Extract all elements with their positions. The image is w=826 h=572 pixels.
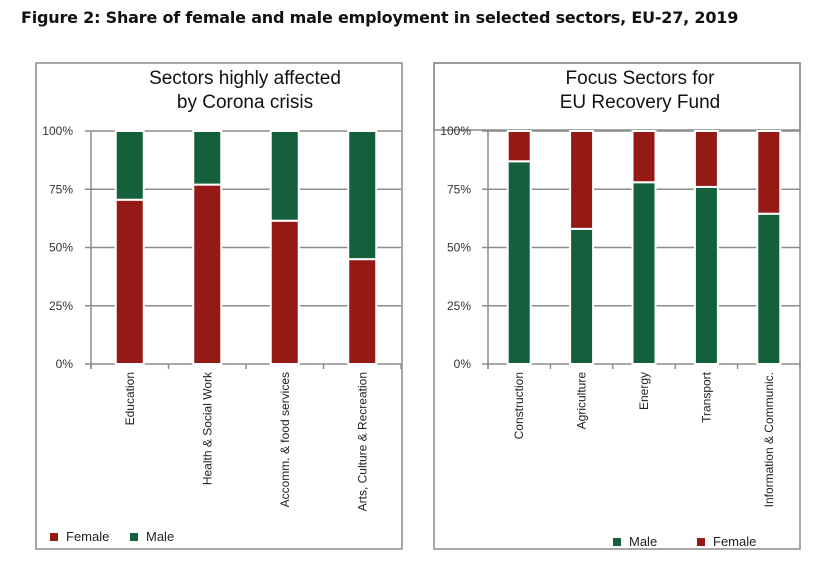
bar-female: [569, 130, 595, 230]
y-tick-label: 100%: [440, 124, 471, 138]
x-category-label: Construction: [512, 372, 526, 439]
bar-male: [347, 130, 378, 261]
legend-label-female: Female: [713, 534, 756, 549]
bar-female: [756, 130, 782, 215]
x-category-label: Energy: [637, 372, 651, 410]
chart-title-box: [433, 62, 801, 131]
legend-label-male: Male: [629, 534, 657, 549]
y-tick-label: 25%: [49, 299, 73, 313]
bar-male: [114, 130, 145, 201]
y-tick-label: 50%: [49, 241, 73, 255]
x-category-label: Accomm. & food services: [278, 372, 292, 507]
chart-title-line: Sectors highly affected: [149, 68, 341, 89]
y-tick-label: 100%: [42, 124, 73, 138]
bar-female: [347, 258, 378, 365]
x-category-label: Information & Communic.: [762, 372, 776, 507]
x-category-label: Arts, Culture & Recreation: [355, 372, 369, 511]
bar-female: [192, 183, 223, 365]
x-category-label: Agriculture: [575, 372, 589, 430]
y-tick-label: 25%: [447, 299, 471, 313]
bar-female: [631, 130, 657, 184]
chart-title-line: by Corona crisis: [177, 92, 313, 113]
bar-male: [631, 181, 657, 365]
legend-swatch-female: [50, 533, 58, 541]
legend-swatch-female: [697, 538, 705, 546]
x-category-label: Transport: [699, 371, 713, 423]
y-tick-label: 75%: [447, 182, 471, 196]
chart-title-line: Focus Sectors for: [566, 68, 716, 89]
legend-label-female: Female: [66, 529, 109, 544]
bar-male: [269, 130, 300, 222]
bar-female: [506, 130, 532, 163]
figure-title: Figure 2: Share of female and male emplo…: [21, 8, 739, 27]
chart-title-line: EU Recovery Fund: [560, 92, 721, 113]
y-tick-label: 50%: [447, 241, 471, 255]
y-tick-label: 75%: [49, 182, 73, 196]
y-tick-label: 0%: [56, 357, 74, 371]
bar-male: [569, 227, 595, 365]
bar-male: [693, 185, 719, 365]
bar-female: [693, 130, 719, 188]
legend-label-male: Male: [146, 529, 174, 544]
bar-female: [114, 198, 145, 365]
x-category-label: Health & Social Work: [200, 371, 214, 485]
bar-male: [506, 160, 532, 365]
bar-female: [269, 219, 300, 365]
bar-male: [756, 212, 782, 365]
y-tick-label: 0%: [454, 357, 472, 371]
chart-2: Focus Sectors for EU Recovery Fund 0% 25% 50…: [433, 62, 801, 550]
chart-panel-border: [35, 62, 403, 550]
chart-1: Sectors highly affected by Corona crisis 0…: [35, 62, 403, 550]
bar-male: [192, 130, 223, 186]
legend-swatch-male: [613, 538, 621, 546]
legend-swatch-male: [130, 533, 138, 541]
x-category-label: Education: [123, 372, 137, 425]
